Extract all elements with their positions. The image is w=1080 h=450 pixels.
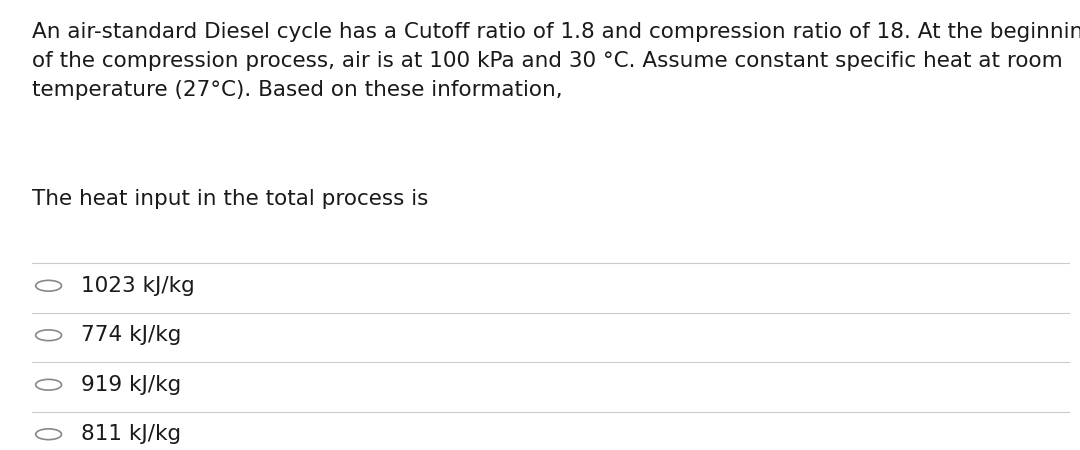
Text: An air-standard Diesel cycle has a Cutoff ratio of 1.8 and compression ratio of : An air-standard Diesel cycle has a Cutof… [32, 22, 1080, 100]
Text: The heat input in the total process is: The heat input in the total process is [32, 189, 429, 209]
Text: 1023 kJ/kg: 1023 kJ/kg [81, 276, 194, 296]
Text: 919 kJ/kg: 919 kJ/kg [81, 375, 181, 395]
Text: 774 kJ/kg: 774 kJ/kg [81, 325, 181, 345]
Text: 811 kJ/kg: 811 kJ/kg [81, 424, 181, 444]
